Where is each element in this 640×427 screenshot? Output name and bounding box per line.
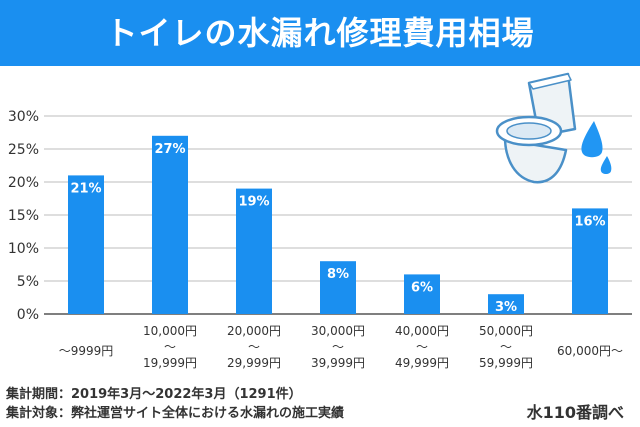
data-label: 19% xyxy=(238,195,269,210)
bar xyxy=(68,175,104,314)
title-bar xyxy=(0,0,640,66)
x-tick-label: 〜 xyxy=(248,340,260,354)
data-label: 16% xyxy=(574,214,605,229)
bar xyxy=(488,294,524,314)
x-tick-label: 〜9999円 xyxy=(59,344,114,358)
data-label: 3% xyxy=(495,300,517,315)
x-tick-label: 59,999円 xyxy=(479,356,533,370)
data-label: 8% xyxy=(327,267,349,282)
x-tick-label: 50,000円 xyxy=(479,324,533,338)
y-tick-label: 10% xyxy=(8,241,39,257)
data-label: 21% xyxy=(70,181,101,196)
x-tick-label: 20,000円 xyxy=(227,324,281,338)
bar xyxy=(236,188,272,314)
bar xyxy=(404,274,440,314)
y-tick-label: 5% xyxy=(17,274,39,290)
chart-title: トイレの水漏れ修理費用相場 xyxy=(105,14,535,52)
note-scope: 集計対象：弊社運営サイト全体における水漏れの施工実績 xyxy=(6,406,345,421)
x-tick-label: 60,000円〜 xyxy=(557,344,623,358)
source-credit: 水110番調べ xyxy=(526,403,624,422)
x-tick-label: 〜 xyxy=(332,340,344,354)
x-tick-label: 30,000円 xyxy=(311,324,365,338)
data-label: 27% xyxy=(154,142,185,157)
x-tick-label: 39,999円 xyxy=(311,356,365,370)
toilet-leak-icon xyxy=(495,72,612,184)
y-tick-label: 30% xyxy=(8,109,39,125)
x-tick-label: 〜 xyxy=(164,340,176,354)
x-tick-label: 40,000円 xyxy=(395,324,449,338)
x-tick-label: 〜 xyxy=(500,340,512,354)
y-tick-label: 0% xyxy=(17,307,39,323)
data-label: 6% xyxy=(411,280,433,295)
bar xyxy=(320,261,356,314)
y-tick-label: 15% xyxy=(8,208,39,224)
bar xyxy=(152,135,188,314)
x-tick-label: 10,000円 xyxy=(143,324,197,338)
x-tick-label: 29,999円 xyxy=(227,356,281,370)
x-tick-label: 19,999円 xyxy=(143,356,197,370)
x-tick-label: 49,999円 xyxy=(395,356,449,370)
y-tick-label: 20% xyxy=(8,175,39,191)
y-tick-label: 25% xyxy=(8,142,39,158)
bar xyxy=(572,208,608,314)
note-period: 集計期間：2019年3月〜2022年3月（1291件） xyxy=(6,387,302,402)
x-tick-label: 〜 xyxy=(416,340,428,354)
